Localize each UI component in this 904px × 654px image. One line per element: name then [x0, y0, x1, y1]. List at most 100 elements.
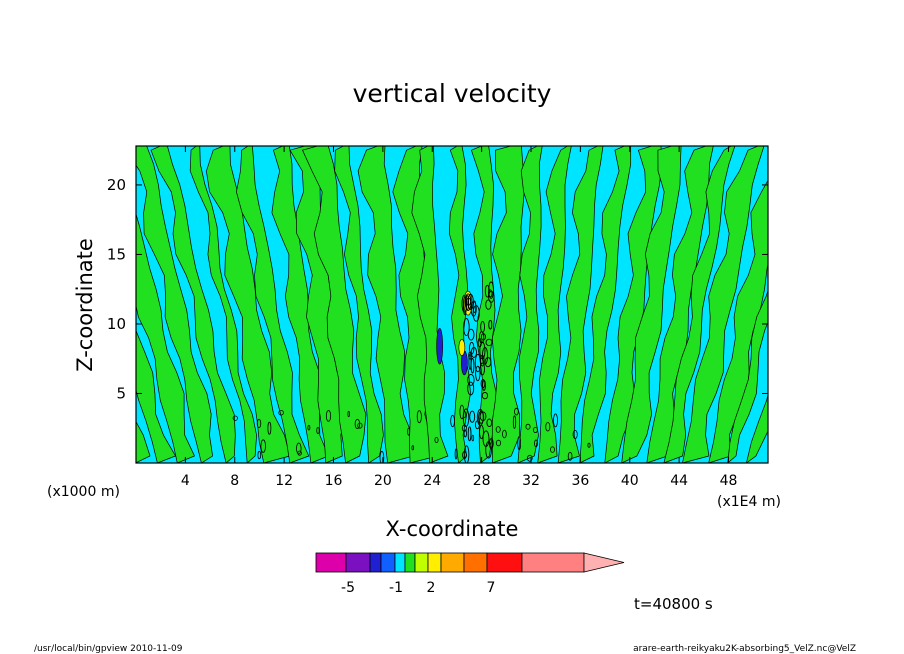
contour-line: [480, 379, 486, 389]
field-core: [232, 281, 591, 463]
contour-band: [708, 179, 768, 463]
contour-line: [465, 295, 470, 311]
contour-line: [347, 410, 350, 418]
contour-band: [411, 146, 449, 463]
contour-line: [354, 418, 361, 430]
colorbar-bin: [427, 552, 442, 573]
contour-line: [484, 284, 490, 298]
contour-band: [682, 146, 765, 463]
contour-band: [579, 146, 632, 463]
contour-line: [525, 423, 531, 430]
contour-line: [550, 446, 555, 453]
x-tick-label: 16: [325, 473, 343, 489]
contour-band: [189, 146, 257, 463]
colorbar-label: -5: [341, 580, 355, 596]
contour-line: [476, 409, 484, 426]
colorbar-bin: [345, 552, 371, 573]
contour-line: [488, 289, 493, 298]
contour-line: [407, 427, 411, 436]
contour-line: [257, 450, 262, 460]
contour-line: [450, 414, 455, 428]
contour-line: [463, 318, 470, 337]
y-tick-label: 15: [107, 245, 126, 263]
contour-band: [334, 146, 384, 463]
contour-line: [545, 422, 551, 432]
colorbar-bin: [521, 552, 585, 573]
contour-line: [514, 407, 519, 416]
contour-line: [467, 426, 472, 442]
contour-band: [491, 146, 526, 463]
contour-line: [512, 415, 517, 429]
contour-band: [746, 393, 768, 463]
chart-title: vertical velocity: [353, 79, 552, 108]
contour-band: [517, 146, 543, 463]
contour-line: [325, 410, 332, 422]
contour-band: [357, 146, 414, 463]
contour-line: [307, 425, 311, 431]
x-tick-label: 32: [522, 473, 540, 489]
updraft-cell: [458, 339, 466, 356]
colorbar-bin: [486, 552, 523, 573]
contour-line: [471, 434, 475, 442]
x-axis-label: X-coordinate: [386, 517, 519, 541]
contour-band: [621, 146, 682, 463]
contour-band: [136, 328, 177, 463]
contour-line: [485, 299, 492, 310]
x-tick-label: 4: [181, 473, 190, 489]
contour-line: [488, 319, 493, 330]
y-tick-label: 5: [116, 384, 126, 402]
x-tick-label: 24: [423, 473, 441, 489]
contour-line: [488, 438, 494, 449]
contour-line: [459, 404, 465, 420]
contour-line: [463, 445, 470, 463]
y-tick-label: 20: [107, 176, 126, 194]
contour-line: [467, 381, 475, 396]
contour-line: [461, 424, 467, 432]
contour-line: [411, 445, 415, 451]
contour-line: [517, 436, 521, 451]
contour-line: [475, 365, 481, 382]
colorbar-bin: [369, 552, 382, 573]
contour-line: [379, 450, 385, 463]
contour-band: [470, 146, 498, 463]
contour-line: [480, 354, 485, 367]
contour-line: [482, 430, 490, 447]
contour-line: [256, 418, 262, 429]
contour-line: [572, 429, 578, 439]
x-tick-label: 28: [473, 473, 491, 489]
contour-line: [484, 357, 492, 368]
contour-line: [495, 439, 502, 447]
y-axis-label: Z-coordinate: [73, 238, 97, 372]
contour-band: [206, 146, 291, 463]
y-tick-label: 10: [107, 315, 126, 333]
x-tick-label: 36: [571, 473, 589, 489]
contour-band: [136, 146, 213, 463]
contour-line: [297, 450, 302, 456]
contour-band: [302, 146, 367, 463]
contour-line: [567, 451, 573, 461]
contour-line: [526, 454, 533, 462]
contour-band: [537, 146, 572, 463]
colorbar-label: 2: [427, 580, 436, 596]
contour-line: [463, 429, 467, 438]
colorbar-labels: -5 -1 2 7: [341, 580, 495, 596]
x-unit-right: (x1E4 m): [717, 494, 781, 510]
colorbar-bin: [440, 552, 465, 573]
footer-right: arare-earth-reikyaku2K-absorbing5_VelZ.n…: [633, 644, 856, 654]
footer-left: /usr/local/bin/gpview 2010-11-09: [34, 644, 183, 654]
contour-line: [553, 413, 558, 428]
contour-line: [534, 439, 538, 448]
contour-line: [495, 426, 501, 433]
contour-band: [663, 146, 736, 463]
contour-band: [271, 146, 329, 463]
contour-line: [416, 410, 422, 424]
contour-line: [470, 357, 475, 374]
contour-band: [727, 289, 768, 463]
colorbar-bin: [394, 552, 406, 573]
contour-line: [462, 451, 467, 459]
contour-line: [533, 426, 538, 433]
colorbar-bin: [380, 552, 396, 573]
colorbar-label: 7: [487, 580, 496, 596]
contour-field: [136, 146, 768, 463]
